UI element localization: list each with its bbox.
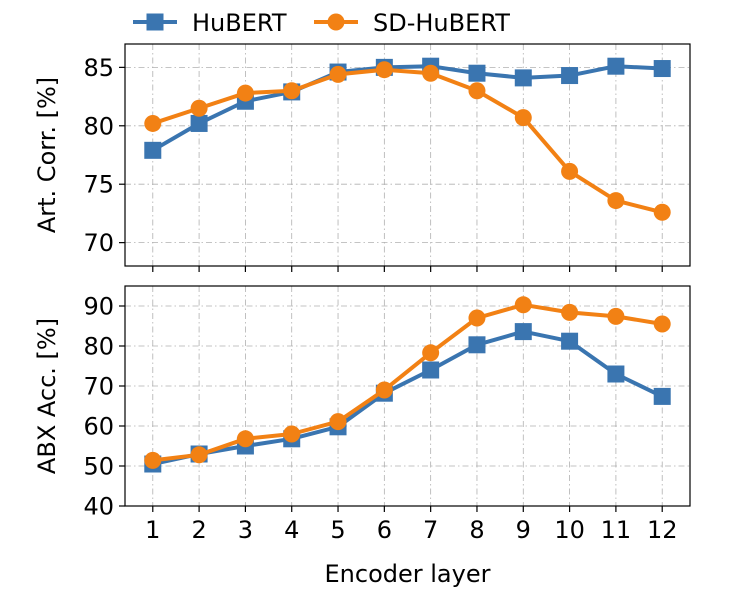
y-tick-label: 50 — [83, 453, 114, 481]
x-tick-label: 9 — [516, 516, 531, 544]
series-line — [151, 64, 663, 153]
plot-frame — [124, 43, 691, 267]
data-point — [422, 344, 440, 362]
y-tick-label: 85 — [83, 54, 114, 82]
x-axis-label: Encoder layer — [325, 560, 491, 588]
data-point — [422, 64, 440, 82]
data-point — [514, 69, 532, 87]
y-tick-label: 90 — [83, 293, 114, 321]
y-tick-label: 70 — [83, 373, 114, 401]
data-point — [468, 64, 486, 82]
data-point — [468, 82, 486, 100]
x-tick-label: 1 — [145, 516, 160, 544]
series-hubert — [144, 323, 671, 473]
y-tick-label: 40 — [83, 493, 114, 521]
plot-frame — [124, 285, 691, 507]
data-point — [653, 315, 671, 333]
x-tick-label: 7 — [423, 516, 438, 544]
data-point — [190, 114, 208, 132]
legend-entry-hubert: HuBERT — [133, 9, 287, 37]
y-tick-label: 80 — [83, 112, 114, 140]
data-point — [190, 446, 208, 464]
data-point — [283, 425, 301, 443]
top-panel-articulatory-correlation: 70 75 80 85 Art. Corr. [%] — [33, 43, 691, 272]
legend-entry-sd-hubert: SD-HuBERT — [314, 9, 510, 37]
x-tick-label: 5 — [330, 516, 345, 544]
legend-marker — [327, 13, 345, 31]
legend-label: HuBERT — [192, 9, 287, 37]
data-point — [561, 162, 579, 180]
data-point — [283, 82, 301, 100]
data-point — [653, 387, 671, 405]
x-tick-label: 11 — [601, 516, 632, 544]
legend-marker — [146, 13, 164, 31]
data-point — [144, 451, 162, 469]
data-point — [236, 430, 254, 448]
data-point — [329, 65, 347, 83]
data-point — [144, 141, 162, 159]
x-tick-label: 2 — [191, 516, 206, 544]
series-sd-hubert — [144, 61, 671, 221]
data-point — [607, 307, 625, 325]
data-point — [375, 61, 393, 79]
data-point — [468, 309, 486, 327]
data-point — [561, 332, 579, 350]
data-point — [607, 57, 625, 75]
data-point — [514, 296, 532, 314]
series-line — [152, 67, 663, 215]
legend: HuBERT SD-HuBERT — [133, 9, 510, 37]
data-point — [329, 413, 347, 431]
x-tick-label: 10 — [554, 516, 585, 544]
data-point — [561, 303, 579, 321]
legend-label: SD-HuBERT — [373, 9, 510, 37]
data-point — [236, 84, 254, 102]
x-tick-label: 8 — [469, 516, 484, 544]
data-point — [514, 109, 532, 127]
data-point — [607, 192, 625, 210]
data-point — [653, 60, 671, 78]
data-point — [653, 203, 671, 221]
y-axis-label: ABX Acc. [%] — [33, 318, 61, 474]
y-tick-label: 60 — [83, 413, 114, 441]
data-point — [190, 99, 208, 117]
y-tick-label: 75 — [83, 171, 114, 199]
x-tick-label: 3 — [238, 516, 253, 544]
x-tick-label: 4 — [284, 516, 299, 544]
data-point — [468, 336, 486, 354]
data-point — [514, 323, 532, 341]
x-tick-label: 6 — [377, 516, 392, 544]
data-point — [422, 361, 440, 379]
data-point — [144, 114, 162, 132]
y-axis-label: Art. Corr. [%] — [33, 77, 61, 233]
x-tick-label: 12 — [647, 516, 678, 544]
y-tick-label: 80 — [83, 333, 114, 361]
data-point — [561, 67, 579, 85]
data-point — [607, 365, 625, 383]
series-sd-hubert — [144, 296, 671, 469]
data-point — [375, 381, 393, 399]
y-tick-label: 70 — [83, 229, 114, 257]
